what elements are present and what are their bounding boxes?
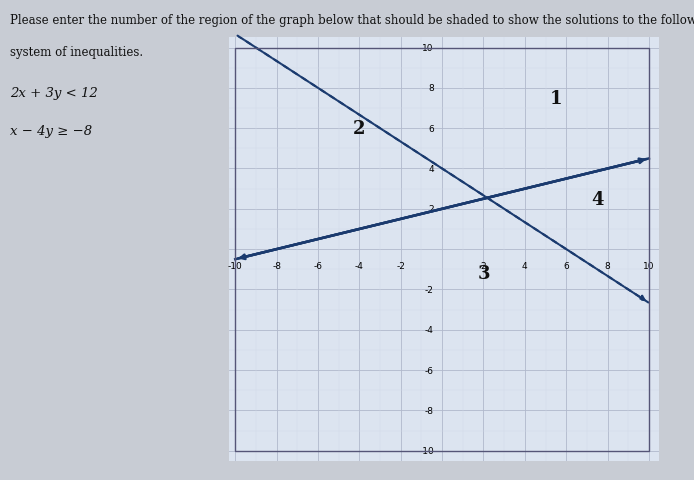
Text: -8: -8 <box>425 406 434 415</box>
Text: 8: 8 <box>604 262 611 271</box>
Text: 2x + 3y < 12: 2x + 3y < 12 <box>10 86 98 99</box>
Text: 2: 2 <box>353 120 366 138</box>
Text: -2: -2 <box>396 262 405 271</box>
Text: 10: 10 <box>423 44 434 53</box>
Text: 4: 4 <box>428 165 434 174</box>
Text: 4: 4 <box>522 262 527 271</box>
Text: 6: 6 <box>564 262 569 271</box>
Text: -10: -10 <box>228 262 243 271</box>
Text: 1: 1 <box>550 90 562 108</box>
Text: x − 4y ≥ −8: x − 4y ≥ −8 <box>10 125 92 138</box>
Text: 4: 4 <box>591 191 604 208</box>
Text: 2: 2 <box>481 262 486 271</box>
Text: -4: -4 <box>425 325 434 335</box>
Text: system of inequalities.: system of inequalities. <box>10 46 144 59</box>
Text: 6: 6 <box>428 124 434 133</box>
Text: -4: -4 <box>355 262 364 271</box>
Text: -10: -10 <box>419 446 434 455</box>
Text: 8: 8 <box>428 84 434 93</box>
Text: -8: -8 <box>272 262 281 271</box>
Text: 2: 2 <box>428 205 434 214</box>
Text: 10: 10 <box>643 262 654 271</box>
Text: Please enter the number of the region of the graph below that should be shaded t: Please enter the number of the region of… <box>10 14 694 27</box>
Text: -6: -6 <box>425 366 434 375</box>
Text: -6: -6 <box>314 262 323 271</box>
Text: -2: -2 <box>425 285 434 294</box>
Text: 3: 3 <box>477 265 490 283</box>
